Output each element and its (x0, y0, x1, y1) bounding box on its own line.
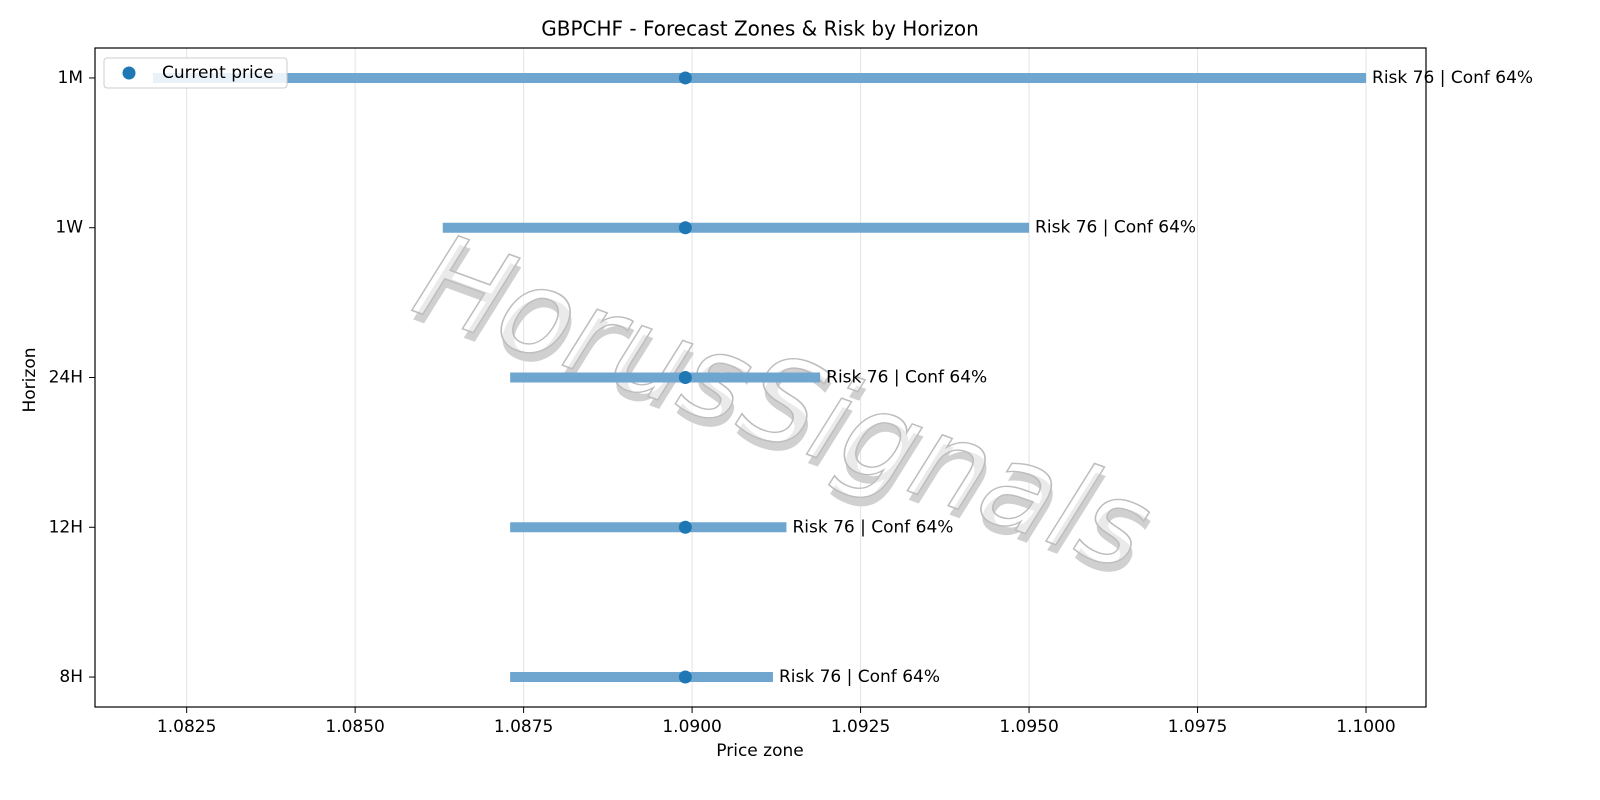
y-axis-label: Horizon (20, 348, 40, 413)
zone-label: Risk 76 | Conf 64% (1035, 218, 1196, 238)
x-tick-label: 1.1000 (1336, 717, 1395, 737)
y-tick-label: 1W (55, 218, 83, 238)
y-tick-label: 1M (58, 68, 83, 88)
legend-label: Current price (162, 63, 274, 83)
legend-box (103, 57, 288, 89)
zone-label: Risk 76 | Conf 64% (1372, 68, 1533, 88)
x-tick-label: 1.0875 (494, 717, 553, 737)
chart-title: GBPCHF - Forecast Zones & Risk by Horizo… (541, 17, 979, 41)
y-tick-label: 24H (49, 368, 83, 388)
x-axis-label: Price zone (716, 741, 803, 761)
current-price-dot (678, 670, 692, 684)
x-tick-label: 1.0900 (662, 717, 721, 737)
x-tick-label: 1.0950 (999, 717, 1058, 737)
zone-label: Risk 76 | Conf 64% (779, 667, 940, 687)
zone-label: Risk 76 | Conf 64% (792, 517, 953, 537)
x-tick-label: 1.0850 (325, 717, 384, 737)
zone-label: Risk 76 | Conf 64% (826, 368, 987, 388)
plot-frame (94, 47, 1427, 708)
x-tick-label: 1.0975 (1168, 717, 1227, 737)
legend-marker (122, 66, 136, 80)
y-tick-label: 12H (49, 517, 83, 537)
current-price-dot (678, 71, 692, 85)
x-tick-label: 1.0825 (157, 717, 216, 737)
x-tick-label: 1.0925 (831, 717, 890, 737)
current-price-dot (678, 371, 692, 384)
y-tick-label: 8H (59, 667, 83, 687)
current-price-dot (678, 520, 692, 534)
current-price-dot (678, 221, 692, 235)
